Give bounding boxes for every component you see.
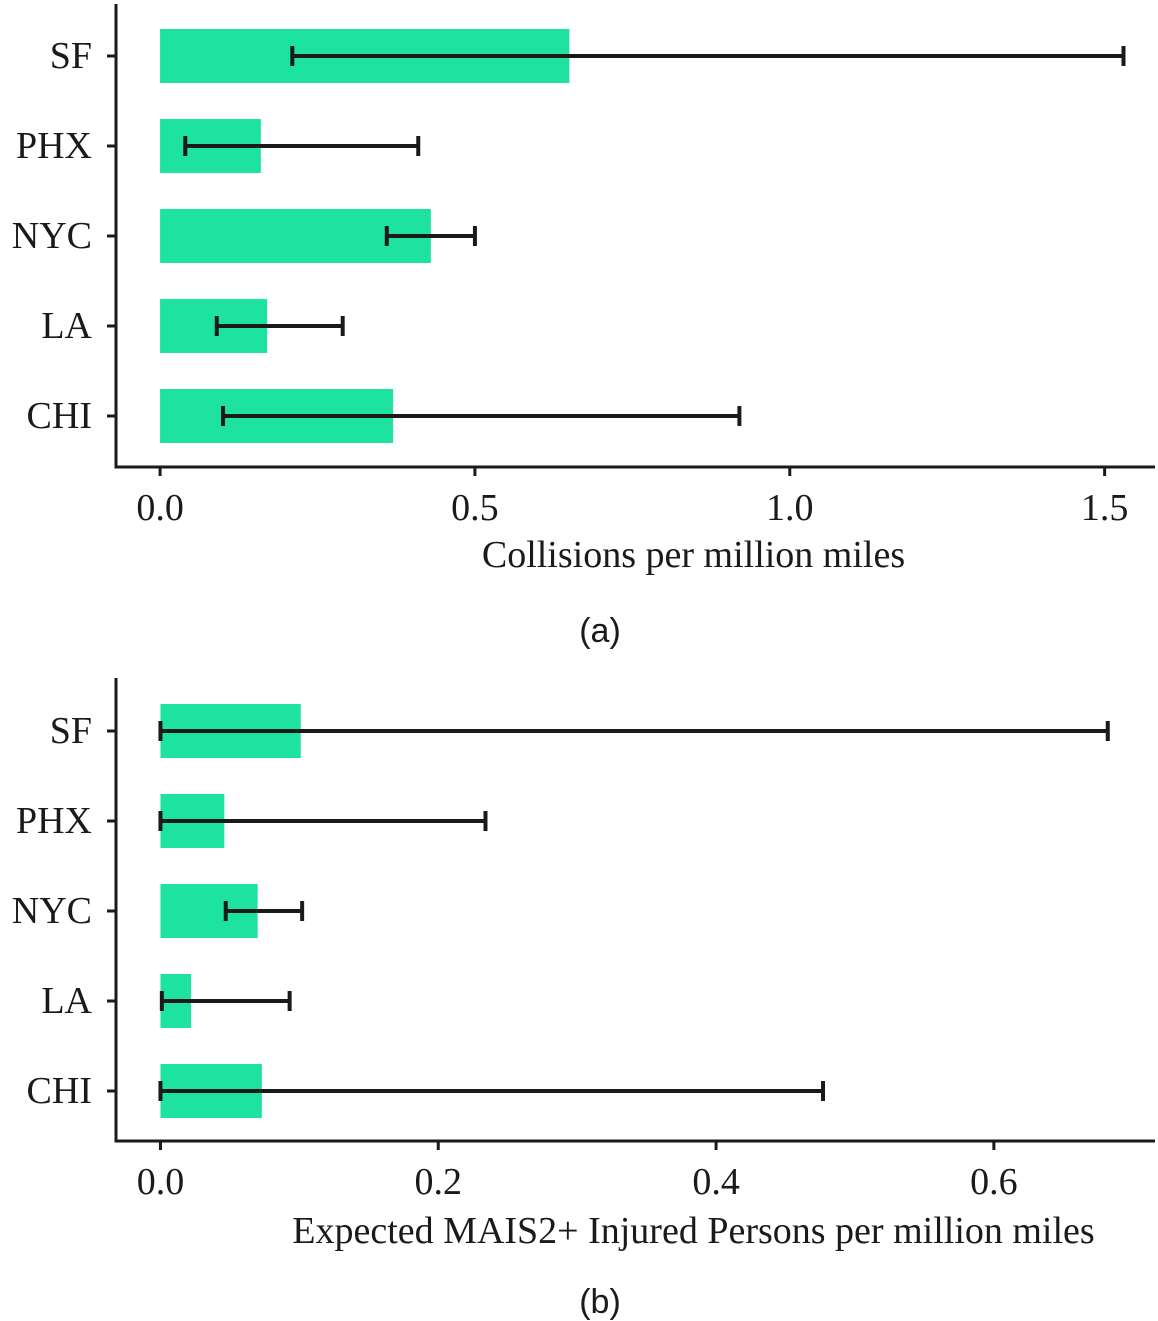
panel-b-ytick-label-sf: SF	[50, 710, 92, 752]
panel-b-caption: (b)	[579, 1283, 621, 1321]
panel-a-errorbar-phx	[183, 136, 421, 156]
panel-a-errorbar-nyc	[384, 226, 477, 246]
panel-a-ytick-label-chi: CHI	[27, 395, 92, 437]
panel-b-xtick-label-1: 0.2	[415, 1161, 463, 1203]
panel-a-ytick-label-la: LA	[41, 305, 92, 347]
panel-b-errorbar-la	[159, 991, 292, 1011]
panel-b-ytick-label-nyc: NYC	[12, 890, 92, 932]
panel-b-ytick-label-la: LA	[41, 980, 92, 1022]
panel-a-ytick-label-phx: PHX	[16, 125, 92, 167]
panel-b-errorbar-sf	[158, 721, 1110, 741]
panel-a-xtick-label-3: 1.5	[1081, 487, 1129, 529]
panel-a-errorbar-sf	[290, 46, 1126, 66]
panel-b-xtick-label-3: 0.6	[970, 1161, 1018, 1203]
panel-a-xtick-label-2: 1.0	[766, 487, 814, 529]
panel-b-errorbar-phx	[158, 811, 488, 831]
panel-a-xtick-label-0: 0.0	[136, 487, 184, 529]
panel-b-ytick-label-phx: PHX	[16, 800, 92, 842]
panel-b-x-axis-title: Expected MAIS2+ Injured Persons per mill…	[292, 1210, 1094, 1252]
panel-b-chart: SF PHX NYC LA CHI 0.0 0.2 0.4 0.6 Expected MAIS2+…	[12, 678, 1155, 1252]
panel-a-x-axis-title: Collisions per million miles	[482, 534, 905, 576]
panel-a-ytick-label-sf: SF	[50, 35, 92, 77]
panel-b-ytick-label-chi: CHI	[27, 1070, 92, 1112]
panel-b-xtick-label-0: 0.0	[137, 1161, 185, 1203]
panel-a-errorbar-la	[214, 316, 345, 336]
panel-b-errorbar-nyc	[223, 901, 305, 921]
panel-a-ytick-label-nyc: NYC	[12, 215, 92, 257]
panel-a-errorbar-chi	[221, 406, 742, 426]
panel-b-xtick-label-2: 0.4	[692, 1161, 740, 1203]
panel-b-errorbar-chi	[158, 1081, 826, 1101]
panel-a-xtick-label-1: 0.5	[451, 487, 499, 529]
panel-a-caption: (a)	[579, 612, 621, 650]
panel-a-chart: SF PHX NYC LA CHI 0.0 0.5 1.0 1.5 Collisions per …	[12, 4, 1155, 576]
